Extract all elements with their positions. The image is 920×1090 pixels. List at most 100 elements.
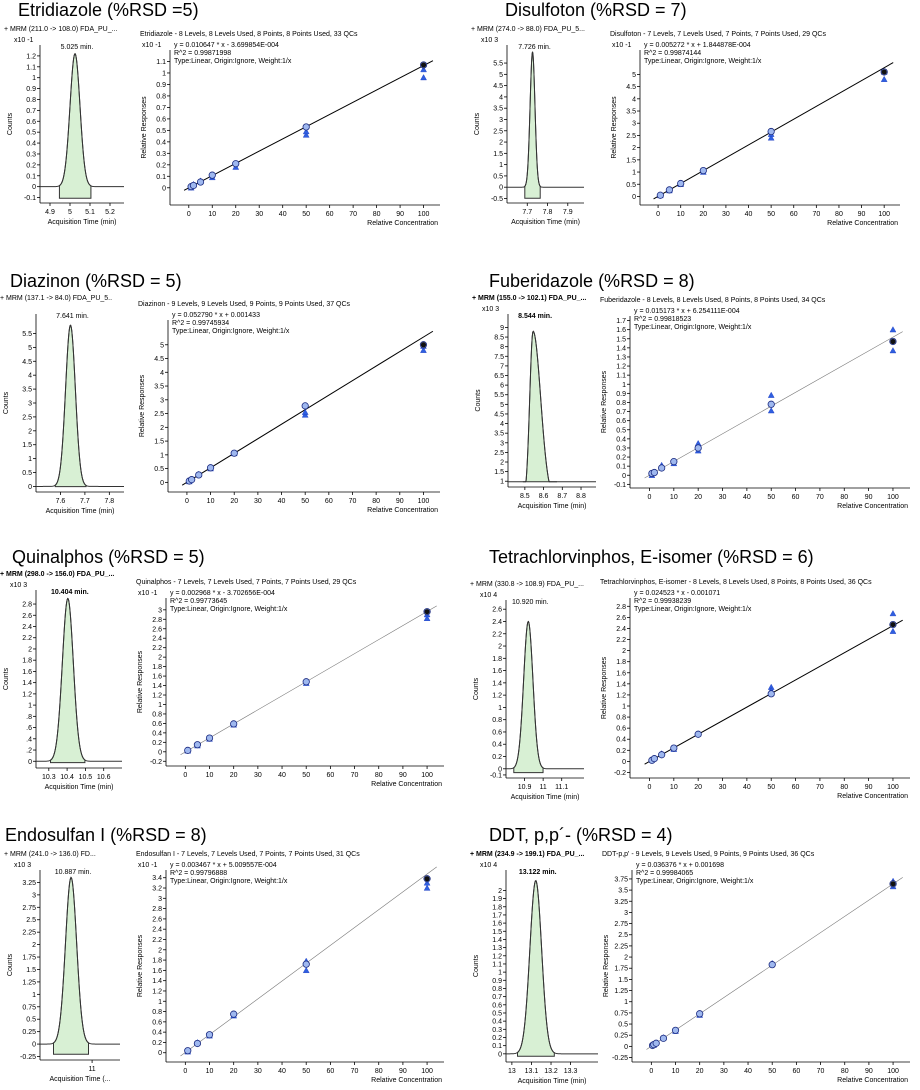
- chromatogram-ytick-label: 0.2: [492, 754, 502, 761]
- chromatogram-ytick-label: 1.4: [492, 680, 502, 687]
- chromatogram-ytick-label: 0.4: [492, 1019, 502, 1026]
- calibration-xtick-label: 10: [677, 211, 685, 218]
- calibration-ytick-label: 0.6: [152, 1019, 162, 1026]
- calibration-level-point: [420, 342, 427, 348]
- peak-area: [54, 324, 87, 488]
- chromatogram-ytick-label: 8.5: [494, 335, 504, 342]
- calibration-xtick-label: 0: [183, 772, 187, 779]
- calibration-ytick-label: 3: [158, 896, 162, 903]
- calibration-ytick-label: 2: [160, 425, 164, 432]
- chromatogram-ytick-label: 2: [498, 644, 502, 651]
- chromatogram-xtick-label: 10.6: [97, 774, 111, 781]
- panel-title-5: Tetrachlorvinphos, E-isomer (%RSD = 6): [489, 547, 814, 567]
- chromatogram-xlabel: Acquisition Time (...: [49, 1076, 110, 1083]
- calibration-ytick-label: 3.2: [152, 886, 162, 893]
- chromatogram-ytick-label: 0: [28, 759, 32, 766]
- calibration-ytick-label: 0.2: [152, 1040, 162, 1047]
- calibration-ytick-label: 0.4: [152, 730, 162, 737]
- calibration-3: Fuberidazole - 8 Levels, 8 Levels Used, …: [600, 297, 910, 510]
- calibration-ytick-label: 0: [160, 480, 164, 487]
- chromatogram-ytick-label: 2.5: [26, 917, 36, 924]
- calibration-level-point: [193, 741, 202, 749]
- chromatogram-ytick-label: 2: [500, 460, 504, 467]
- chromatogram-trace: [508, 330, 596, 483]
- calibration-level-point: [424, 876, 430, 882]
- calibration-ytick-label: 0.5: [626, 182, 636, 189]
- calibration-ytick-label: 2: [622, 648, 626, 655]
- calibration-level-point: [890, 881, 896, 887]
- chromatogram-scale-label: x10 3: [482, 306, 499, 313]
- chromatogram-ylabel: Counts: [475, 389, 482, 412]
- calibration-r2: R^2 = 0.99984065: [636, 870, 693, 877]
- calibration-xtick-label: 50: [301, 498, 309, 505]
- calibration-level-point: [184, 1047, 192, 1055]
- chromatogram-ytick-label: 4.5: [493, 83, 503, 90]
- chromatogram-ytick-label: 0: [28, 484, 32, 491]
- calibration-xtick-label: 60: [790, 211, 798, 218]
- calibration-header: Fuberidazole - 8 Levels, 8 Levels Used, …: [600, 297, 826, 304]
- calibration-xtick-label: 30: [720, 1068, 728, 1075]
- chromatogram-ytick-label: 0.25: [22, 1029, 36, 1036]
- calibration-ytick-label: 3.75: [614, 876, 628, 883]
- calibration-xtick-label: 90: [865, 494, 873, 501]
- chromatogram-ytick-label: 0.9: [26, 86, 36, 93]
- chromatogram-ytick-label: 2.5: [494, 450, 504, 457]
- chromatogram-xtick-label: 5: [68, 209, 72, 216]
- calibration-ytick-label: 1: [624, 999, 628, 1006]
- chromatogram-ytick-label: .6: [26, 725, 32, 732]
- calibration-xtick-label: 60: [792, 494, 800, 501]
- calibration-equation: y = 0.052790 * x + 0.001433: [172, 312, 260, 319]
- chromatogram-ytick-label: 0.9: [492, 978, 502, 985]
- peak-time-label: 8.544 min.: [518, 313, 552, 320]
- calibration-fit-type: Type:Linear, Origin:Ignore, Weight:1/x: [172, 328, 290, 335]
- calibration-r2: R^2 = 0.99938239: [634, 598, 691, 605]
- calibration-header: DDT-p,p' - 9 Levels, 9 Levels Used, 9 Po…: [602, 851, 815, 858]
- chromatogram-ytick-label: 6: [500, 383, 504, 390]
- peak-time-label: 7.641 min.: [56, 313, 89, 320]
- calibration-level-point: [420, 62, 427, 68]
- calibration-ytick-label: 4: [632, 96, 636, 103]
- calibration-level-point: [189, 181, 198, 190]
- chromatogram-ytick-label: 3.25: [22, 880, 36, 887]
- calibration-fit-type: Type:Linear, Origin:Ignore, Weight:1/x: [644, 58, 762, 65]
- chromatogram-xtick-label: 8.6: [539, 493, 549, 500]
- calibration-level-point: [696, 1010, 704, 1018]
- chromatogram-ytick-label: 1: [499, 162, 503, 169]
- calibration-0: Etridiazole - 8 Levels, 8 Levels Used, 8…: [140, 31, 440, 227]
- chromatogram-ytick-label: 1.9: [492, 896, 502, 903]
- chromatogram-ytick-label: 0.5: [26, 130, 36, 137]
- chromatogram-ytick-label: 0.8: [492, 717, 502, 724]
- calibration-xlabel: Relative Concentration: [837, 1077, 908, 1084]
- calibration-equation: y = 0.036376 * x + 0.001698: [636, 862, 724, 869]
- calibration-level-point: [184, 746, 192, 754]
- chromatogram-ytick-label: 1.8: [492, 656, 502, 663]
- calibration-xtick-label: 30: [254, 498, 262, 505]
- calibration-level-point: [650, 755, 658, 763]
- calibration-xtick-label: 40: [278, 772, 286, 779]
- calibration-ytick-label: 2.2: [152, 937, 162, 944]
- calibration-ytick-label: 1.1: [616, 373, 626, 380]
- qc-point: [423, 884, 431, 891]
- chromatogram-ytick-label: 0.5: [22, 470, 32, 477]
- calibration-ytick-label: 0: [622, 473, 626, 480]
- qc-point: [420, 346, 427, 353]
- calibration-xlabel: Relative Concentration: [837, 503, 908, 510]
- calibration-header: Disulfoton - 7 Levels, 7 Levels Used, 7 …: [610, 31, 826, 38]
- calibration-ytick-label: 1.8: [616, 659, 626, 666]
- calibration-ytick-label: 0.7: [616, 409, 626, 416]
- calibration-ytick-label: 1.4: [616, 345, 626, 352]
- calibration-ytick-label: 2.5: [618, 932, 628, 939]
- calibration-xtick-label: 30: [719, 784, 727, 791]
- chromatogram-ytick-label: 0.7: [492, 994, 502, 1001]
- chromatogram-ylabel: Counts: [474, 112, 481, 135]
- qc-point: [301, 408, 309, 415]
- chromatogram-xtick-label: 10.9: [518, 784, 532, 791]
- calibration-ytick-label: -0.2: [150, 759, 162, 766]
- chromatogram-xtick-label: 7.9: [563, 209, 573, 216]
- calibration-level-point: [302, 678, 310, 686]
- chromatogram-trace: [40, 53, 124, 188]
- calibration-ytick-label: 3.5: [154, 384, 164, 391]
- chromatogram-ytick-label: 8: [500, 344, 504, 351]
- calibration-xtick-label: 50: [767, 784, 775, 791]
- chromatogram-ytick-label: 2: [28, 646, 32, 653]
